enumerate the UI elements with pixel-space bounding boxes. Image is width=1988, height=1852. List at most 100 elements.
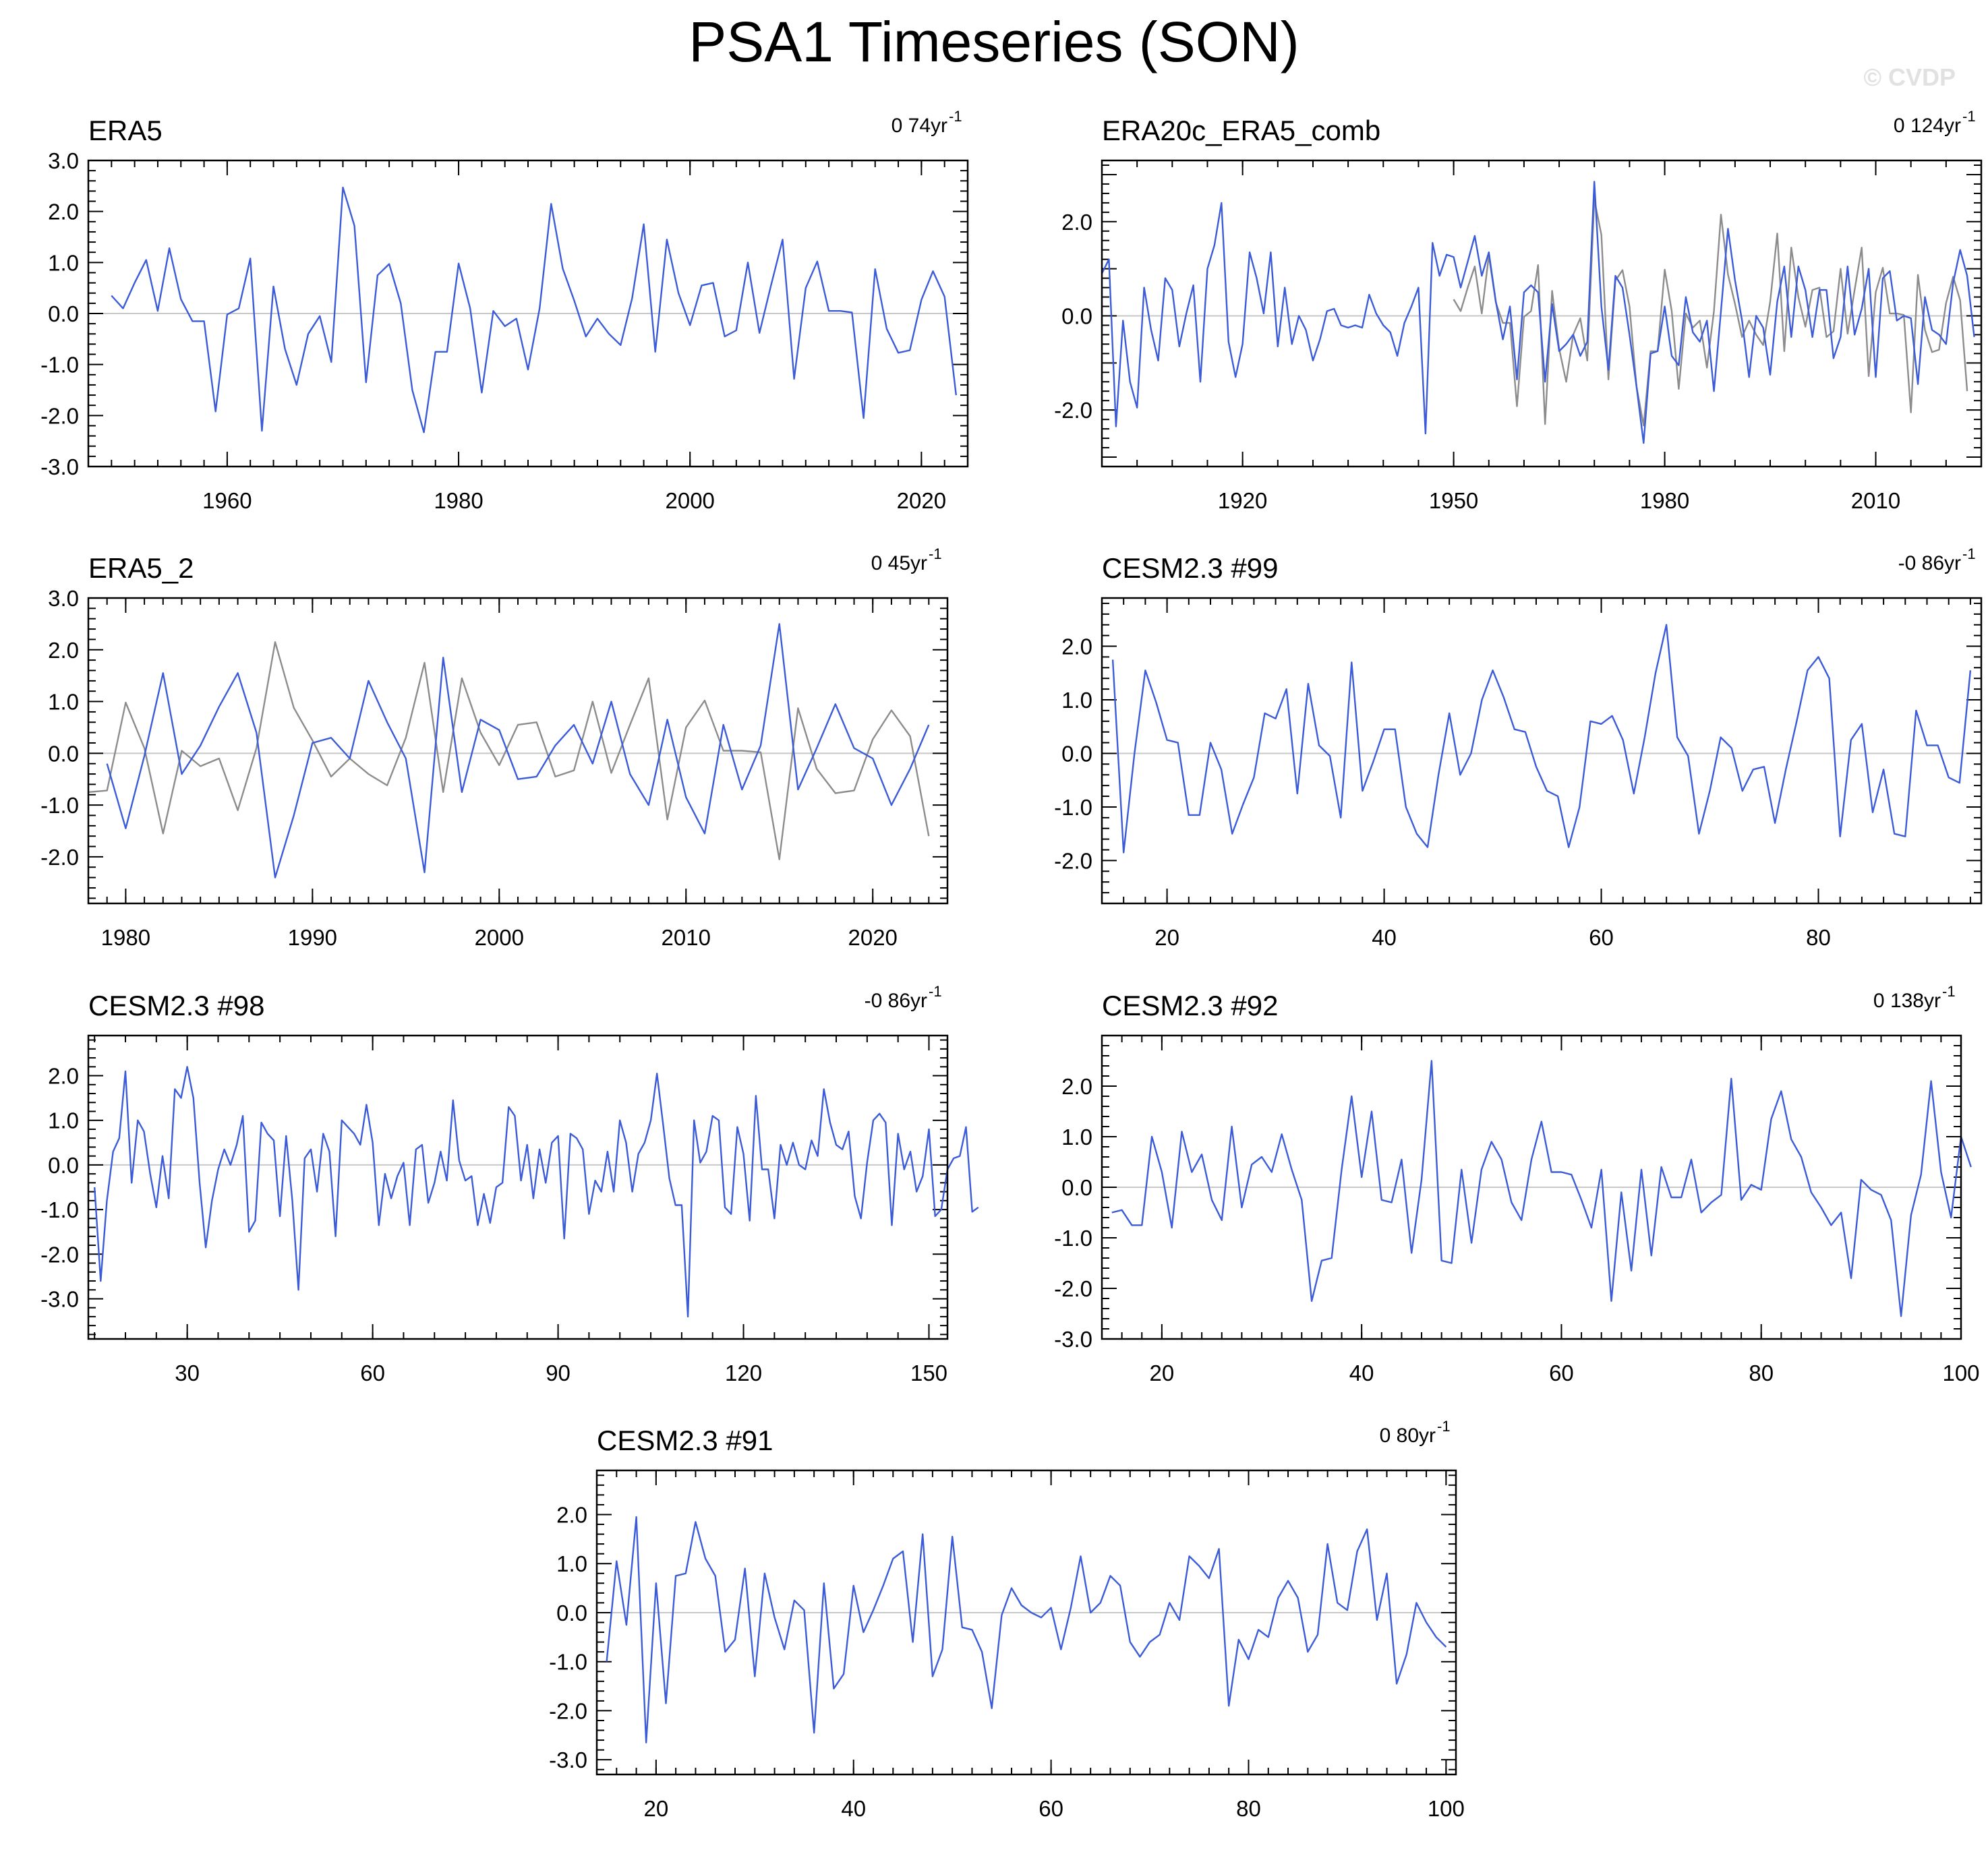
x-tick-label: 2020	[897, 488, 946, 513]
panel-title: ERA20c_ERA5_comb	[1102, 115, 1380, 146]
y-tick-label: 0.0	[1061, 1175, 1092, 1200]
plot-frame	[1101, 159, 1983, 468]
x-tick-label: 40	[1349, 1361, 1374, 1385]
panel-trend: 0 138yr	[1873, 990, 1941, 1012]
x-tick-label: 1990	[288, 925, 337, 950]
x-tick-label: 60	[1039, 1796, 1063, 1821]
plot-frame	[87, 1034, 949, 1340]
y-tick-label: 2.0	[48, 200, 79, 225]
y-tick-label: 0.0	[556, 1601, 587, 1625]
panel-trend-exponent: -1	[949, 108, 962, 125]
plot-frame	[87, 159, 969, 468]
x-tick-label: 2000	[475, 925, 524, 950]
series-line-main	[606, 1516, 1447, 1743]
plot-frame	[1101, 1034, 1962, 1340]
x-tick-label: 80	[1236, 1796, 1261, 1821]
y-tick-label: 1.0	[48, 690, 79, 715]
panel-3: -2.0 -1.0 0.0 1.0 2.0 20 40 60 80 CESM2.3 #99 -0 8…	[1054, 545, 1983, 950]
x-tick-label: 2020	[848, 925, 898, 950]
plot-frame	[1101, 597, 1983, 905]
y-tick-label: -3.0	[40, 454, 79, 479]
y-tick-label: 2.0	[48, 638, 79, 663]
y-tick-label: 2.0	[1061, 210, 1092, 235]
y-tick-label: -3.0	[549, 1748, 587, 1772]
y-tick-label: 0.0	[1061, 303, 1092, 328]
y-tick-label: 1.0	[48, 1108, 79, 1133]
y-tick-label: -2.0	[40, 845, 79, 870]
panel-title: ERA5_2	[88, 552, 194, 584]
plot-frame	[87, 597, 949, 905]
panel-trend: 0 80yr	[1380, 1425, 1436, 1447]
panel-trend: 0 45yr	[871, 552, 927, 574]
y-tick-label: -2.0	[1054, 1276, 1092, 1301]
y-tick-label: 2.0	[1061, 634, 1092, 659]
panel-title: CESM2.3 #99	[1102, 552, 1278, 584]
x-tick-label: 120	[725, 1361, 762, 1385]
series-line-main	[94, 1066, 979, 1318]
x-tick-label: 20	[1150, 1361, 1175, 1385]
plot-frame	[595, 1469, 1457, 1776]
y-tick-label: -3.0	[1054, 1327, 1092, 1352]
x-tick-label: 2010	[1851, 488, 1900, 513]
series-line-reference	[1453, 198, 1968, 427]
x-tick-label: 1920	[1218, 488, 1267, 513]
y-tick-label: -1.0	[549, 1650, 587, 1675]
y-tick-label: -2.0	[1054, 848, 1092, 873]
panel-trend-exponent: -1	[1962, 108, 1976, 125]
y-tick-label: -1.0	[40, 1197, 79, 1222]
y-tick-label: 0.0	[1061, 741, 1092, 766]
panel-4: -3.0 -2.0 -1.0 0.0 1.0 2.0 30 60 90 120 150 CESM2.3…	[40, 983, 979, 1385]
x-tick-label: 1980	[434, 488, 483, 513]
panel-trend-exponent: -1	[1437, 1418, 1451, 1435]
x-tick-label: 150	[910, 1361, 947, 1385]
y-tick-label: 2.0	[48, 1064, 79, 1089]
panel-5: -3.0 -2.0 -1.0 0.0 1.0 2.0 20 40 60 80 100 CESM2.3 …	[1054, 983, 1979, 1385]
panel-trend-exponent: -1	[929, 983, 942, 1000]
y-tick-label: -3.0	[40, 1286, 79, 1311]
x-tick-label: 60	[1549, 1361, 1574, 1385]
series-line-reference	[88, 641, 930, 860]
series-line-main	[1111, 624, 1972, 854]
panel-trend-exponent: -1	[1962, 545, 1976, 562]
series-line-main	[1101, 181, 1975, 444]
x-tick-label: 100	[1942, 1361, 1979, 1385]
panel-0: -3.0 -2.0 -1.0 0.0 1.0 2.0 3.0 1960 1980 2000 2020…	[40, 108, 969, 513]
x-tick-label: 80	[1806, 925, 1831, 950]
series-line-main	[106, 623, 930, 878]
x-tick-label: 1960	[202, 488, 252, 513]
y-tick-label: 1.0	[48, 250, 79, 275]
panel-trend-exponent: -1	[1942, 983, 1956, 1000]
series-line-main	[111, 186, 957, 434]
y-tick-label: -1.0	[40, 353, 79, 378]
panel-trend: -0 86yr	[1898, 552, 1961, 574]
x-tick-label: 1980	[1640, 488, 1689, 513]
x-tick-label: 1950	[1429, 488, 1478, 513]
y-tick-label: -1.0	[40, 793, 79, 818]
x-tick-label: 20	[1154, 925, 1179, 950]
panel-trend: -0 86yr	[865, 990, 927, 1012]
watermark: © CVDP	[1863, 63, 1956, 91]
y-tick-label: -1.0	[1054, 1226, 1092, 1251]
panel-trend-exponent: -1	[929, 545, 942, 562]
y-tick-label: 1.0	[556, 1551, 587, 1576]
y-tick-label: -2.0	[549, 1698, 587, 1723]
panel-title: CESM2.3 #98	[88, 990, 264, 1021]
y-tick-label: 0.0	[48, 301, 79, 326]
panel-trend: 0 74yr	[891, 115, 947, 137]
y-tick-label: 3.0	[48, 148, 79, 173]
panel-2: -2.0 -1.0 0.0 1.0 2.0 3.0 1980 1990 2000 2010 2020…	[40, 545, 949, 950]
panel-1: -2.0 0.0 2.0 1920 1950 1980 2010 ERA20c_ERA5_co…	[1054, 108, 1983, 513]
x-tick-label: 1980	[101, 925, 150, 950]
x-tick-label: 40	[841, 1796, 866, 1821]
x-tick-label: 60	[360, 1361, 385, 1385]
x-tick-label: 2010	[662, 925, 711, 950]
x-tick-label: 80	[1749, 1361, 1774, 1385]
panel-trend: 0 124yr	[1894, 115, 1961, 137]
x-tick-label: 30	[175, 1361, 200, 1385]
y-tick-label: 2.0	[1061, 1074, 1092, 1099]
x-tick-label: 40	[1372, 925, 1397, 950]
x-tick-label: 60	[1589, 925, 1614, 950]
y-tick-label: 3.0	[48, 586, 79, 611]
y-tick-label: -2.0	[1054, 398, 1092, 423]
